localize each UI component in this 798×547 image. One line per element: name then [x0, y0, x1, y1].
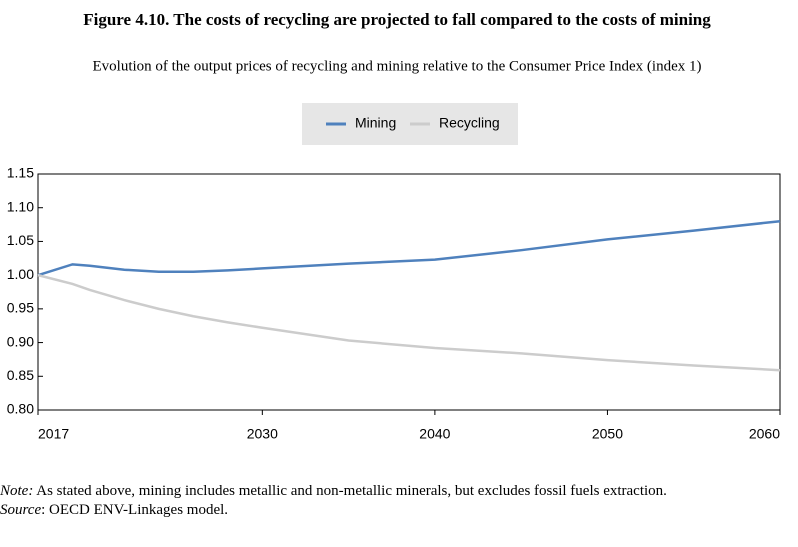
- chart-title: Figure 4.10. The costs of recycling are …: [83, 10, 711, 29]
- note-label: Note:: [0, 483, 34, 499]
- notes: Note: As stated above, mining includes m…: [0, 482, 792, 520]
- x-tick-label: 2040: [419, 426, 450, 442]
- y-tick-label: 1.10: [7, 198, 34, 214]
- source-label: Source: [0, 502, 42, 518]
- source-text: : OECD ENV-Linkages model.: [41, 502, 229, 518]
- y-tick-label: 0.85: [7, 367, 34, 383]
- legend-label: Mining: [355, 115, 396, 131]
- y-tick-label: 0.95: [7, 300, 34, 316]
- series-line: [37, 273, 781, 372]
- y-tick-label: 0.90: [7, 333, 34, 349]
- note-text: As stated above, mining includes metalli…: [33, 483, 667, 499]
- x-tick-label: 2050: [592, 426, 623, 442]
- y-tick-label: 1.00: [7, 266, 34, 282]
- x-tick-label: 2030: [247, 426, 278, 442]
- series-line: [37, 219, 781, 277]
- x-tick-label: 2017: [38, 426, 69, 442]
- y-tick-label: 1.05: [7, 232, 34, 248]
- legend-label: Recycling: [439, 115, 500, 131]
- plot-frame: [37, 173, 781, 411]
- chart-subtitle: Evolution of the output prices of recycl…: [92, 58, 701, 74]
- chart: Figure 4.10. The costs of recycling are …: [7, 10, 781, 442]
- x-tick-label: 2060: [749, 426, 780, 442]
- y-tick-label: 1.15: [7, 165, 34, 181]
- y-tick-label: 0.80: [7, 401, 34, 417]
